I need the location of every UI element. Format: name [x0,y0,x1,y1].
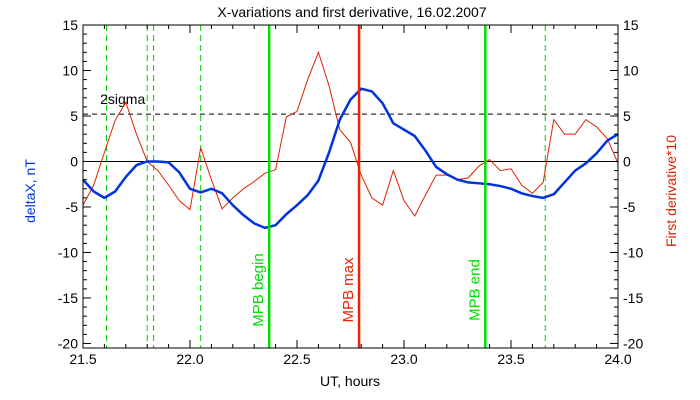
y-tick-label-right-1: 10 [623,62,639,78]
x-tick-label-4: 23.5 [497,351,524,367]
plot-frame [82,24,619,349]
sigma-label: 2sigma [100,91,145,107]
y-tick-label-left-4: -5 [66,199,79,215]
mpb-label-1: MPB max [340,257,357,323]
y-tick-label-right-3: 0 [623,153,631,169]
y-tick-label-left-2: 5 [70,108,78,124]
y-tick-label-right-2: 5 [623,108,631,124]
y-tick-label-left-1: 10 [62,62,78,78]
x-tick-label-2: 22.5 [283,351,310,367]
y-axis-label-right: First derivative*10 [663,135,679,247]
x-tick-label-0: 21.5 [69,351,96,367]
mpb-label-0: MPB begin [250,253,267,326]
y-tick-label-left-0: 15 [62,17,78,33]
plot-area: 2sigma MPB begin MPB max MPB end 21.5 22.0 22.… [58,17,644,367]
x-tick-label-1: 22.0 [176,351,203,367]
x-tick-label-3: 23.0 [390,351,417,367]
x-tick-label-5: 24.0 [604,351,631,367]
y-tick-label-left-3: 0 [70,153,78,169]
y-tick-label-right-7: -20 [623,335,643,351]
series-deltax-line [82,87,619,230]
series-derivative-line [82,50,619,218]
y-tick-label-right-4: -5 [623,199,636,215]
x-axis-label: UT, hours [320,373,380,389]
y-tick-label-left-5: -10 [58,244,78,260]
y-tick-label-right-0: 15 [623,17,639,33]
y-tick-label-left-7: -20 [58,335,78,351]
y-tick-label-right-5: -10 [623,244,643,260]
y-tick-label-right-6: -15 [623,290,643,306]
y-axis-label-left: deltaX, nT [22,159,38,223]
mpb-label-2: MPB end [466,259,483,321]
y-tick-label-left-6: -15 [58,290,78,306]
chart-title: X-variations and first derivative, 16.02… [217,4,486,20]
